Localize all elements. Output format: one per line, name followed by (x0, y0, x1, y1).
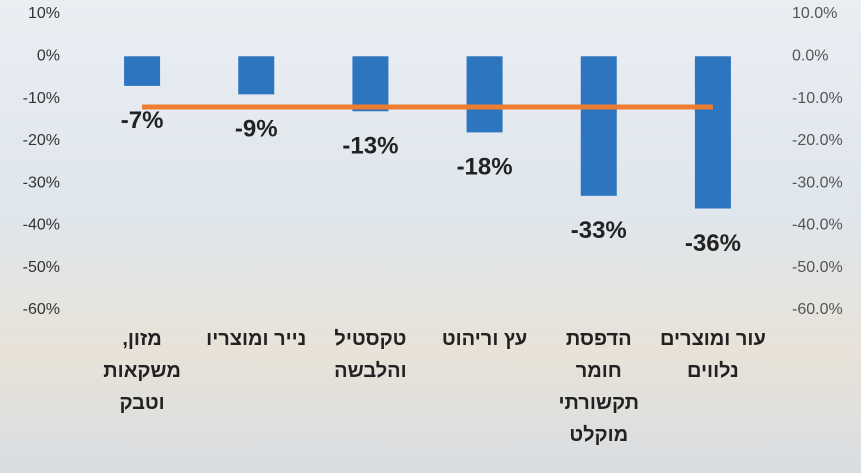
data-label: -36% (685, 230, 741, 257)
data-label: -33% (571, 217, 627, 244)
x-tick-label: הדפסת חומר תקשורתי מוקלט (541, 323, 657, 451)
data-label: -13% (342, 133, 398, 160)
data-label: -7% (121, 107, 164, 134)
bar (695, 56, 731, 208)
y-tick-label: -30% (23, 174, 60, 191)
y-tick-label: -60% (23, 301, 60, 318)
bar (124, 56, 160, 86)
y2-tick-label: -10.0% (792, 90, 843, 107)
x-tick-label: עץ וריהוט (427, 323, 543, 355)
x-tick-label: מזון, משקאות וטבק (84, 323, 200, 419)
y2-tick-label: -20.0% (792, 132, 843, 149)
y-tick-label: -40% (23, 217, 60, 234)
data-label: -9% (235, 116, 278, 143)
x-tick-label: טקסטיל והלבשה (312, 323, 428, 387)
chart: 10% 0% -10% -20% -30% -40% -50% -60% 10.0% 0.0% -1… (0, 0, 861, 473)
bar (581, 56, 617, 196)
y2-tick-label: -60.0% (792, 301, 843, 318)
bar (467, 56, 503, 132)
x-tick-label: נייר ומוצריו (198, 323, 314, 355)
data-label: -18% (457, 154, 513, 181)
y-tick-label: -10% (23, 90, 60, 107)
y2-tick-label: 0.0% (792, 48, 828, 65)
y-tick-label: -50% (23, 259, 60, 276)
y-tick-label: 10% (28, 5, 60, 22)
bar (352, 56, 388, 111)
y-tick-label: 0% (37, 48, 60, 65)
bar (238, 56, 274, 94)
x-tick-label: עור ומוצרים נלווים (655, 323, 771, 387)
y2-tick-label: -50.0% (792, 259, 843, 276)
y-tick-label: -20% (23, 132, 60, 149)
y2-tick-label: -40.0% (792, 217, 843, 234)
y2-tick-label: -30.0% (792, 174, 843, 191)
y2-tick-label: 10.0% (792, 5, 837, 22)
